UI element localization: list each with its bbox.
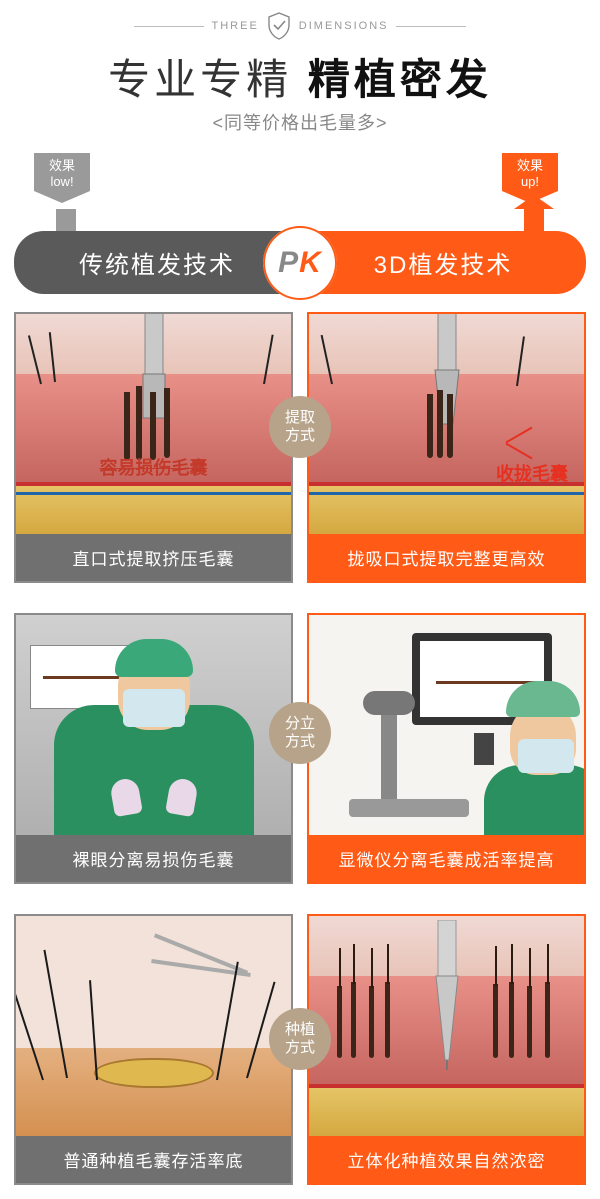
pk-p: P [278, 246, 299, 280]
tweezers-icon [151, 932, 261, 1012]
effect-arrows: 效果 low! 效果 up! [14, 153, 586, 225]
divider-right [396, 26, 466, 27]
caption-plant-3d: 立体化种植效果自然浓密 [309, 1136, 584, 1183]
comparison-grid: 提取 方式 分立 方式 种植 方式 容易损伤毛囊 直口式提取挤压毛囊 [0, 294, 600, 1199]
card-separate-traditional: 裸眼分离易损伤毛囊 [14, 613, 293, 884]
annot-damage: 容易损伤毛囊 [100, 454, 208, 480]
flag-low: 效果 low! [34, 153, 90, 191]
badge3-l1: 种植 [285, 1021, 315, 1039]
illus-extract-traditional: 容易损伤毛囊 [16, 314, 291, 534]
microscope-eyepiece-icon [363, 691, 415, 715]
flag-low-l1: 效果 [34, 158, 90, 174]
card-plant-3d: 立体化种植效果自然浓密 [307, 914, 586, 1185]
incision-icon [94, 1058, 214, 1088]
badge1-l2: 方式 [285, 427, 315, 445]
illus-extract-3d: 收拢毛囊 [309, 314, 584, 534]
divider-left [134, 26, 204, 27]
illus-surgeon-naked-eye [16, 615, 291, 835]
illus-plant-dense [309, 916, 584, 1136]
flag-up: 效果 up! [502, 153, 558, 191]
microscope-column [381, 709, 397, 799]
pk-3d: 3D植发技术 [300, 231, 586, 294]
badge2-l2: 方式 [285, 733, 315, 751]
surgical-mask-icon [123, 689, 185, 727]
main-title: 专业专精 精植密发 [0, 46, 600, 107]
caption-separate-3d: 显微仪分离毛囊成活率提高 [309, 835, 584, 882]
gloved-hands [104, 765, 204, 815]
flag-low-l2: low! [34, 174, 90, 190]
caption-extract-3d: 拢吸口式提取完整更高效 [309, 534, 584, 581]
card-extract-traditional: 容易损伤毛囊 直口式提取挤压毛囊 [14, 312, 293, 583]
card-plant-traditional: 普通种植毛囊存活率底 [14, 914, 293, 1185]
implanter-pen-icon [425, 920, 469, 1070]
arrow-up-icon [524, 209, 544, 231]
badge-separation: 分立 方式 [269, 702, 331, 764]
shield-check-icon [267, 12, 291, 40]
arrow-low: 效果 low! [34, 153, 98, 231]
english-tagline: THREE DIMENSIONS [0, 12, 600, 40]
pk-traditional: 传统植发技术 [14, 231, 300, 294]
eng-word-left: THREE [212, 20, 259, 32]
title-light: 专业专精 [108, 56, 292, 103]
caption-separate-traditional: 裸眼分离易损伤毛囊 [16, 835, 291, 882]
converge-lines-icon [504, 424, 544, 464]
badge1-l1: 提取 [285, 409, 315, 427]
badge-planting: 种植 方式 [269, 1008, 331, 1070]
arrow-up: 效果 up! [502, 153, 566, 231]
title-bold: 精植密发 [308, 56, 492, 103]
header: THREE DIMENSIONS 专业专精 精植密发 <同等价格出毛量多> [0, 0, 600, 143]
operator-mask-icon [518, 739, 574, 773]
badge2-l1: 分立 [285, 715, 315, 733]
illus-plant-sparse [16, 916, 291, 1136]
flag-up-l2: up! [502, 174, 558, 190]
subtitle: <同等价格出毛量多> [0, 109, 600, 135]
card-separate-3d: 显微仪分离毛囊成活率提高 [307, 613, 586, 884]
eng-word-right: DIMENSIONS [299, 20, 389, 32]
caption-plant-traditional: 普通种植毛囊存活率底 [16, 1136, 291, 1183]
flag-up-l1: 效果 [502, 158, 558, 174]
pk-k: K [299, 246, 322, 280]
microscope-base [349, 799, 469, 817]
illus-microscope [309, 615, 584, 835]
arrow-down-icon [56, 209, 76, 231]
operator-body [484, 765, 584, 835]
pk-badge: PK [263, 226, 337, 300]
caption-extract-traditional: 直口式提取挤压毛囊 [16, 534, 291, 581]
badge3-l2: 方式 [285, 1039, 315, 1057]
monitor-stand [474, 733, 494, 765]
badge-extraction: 提取 方式 [269, 396, 331, 458]
pk-bar: 传统植发技术 3D植发技术 PK [14, 231, 586, 294]
annot-gather: 收拢毛囊 [496, 460, 568, 486]
card-extract-3d: 收拢毛囊 拢吸口式提取完整更高效 [307, 312, 586, 583]
